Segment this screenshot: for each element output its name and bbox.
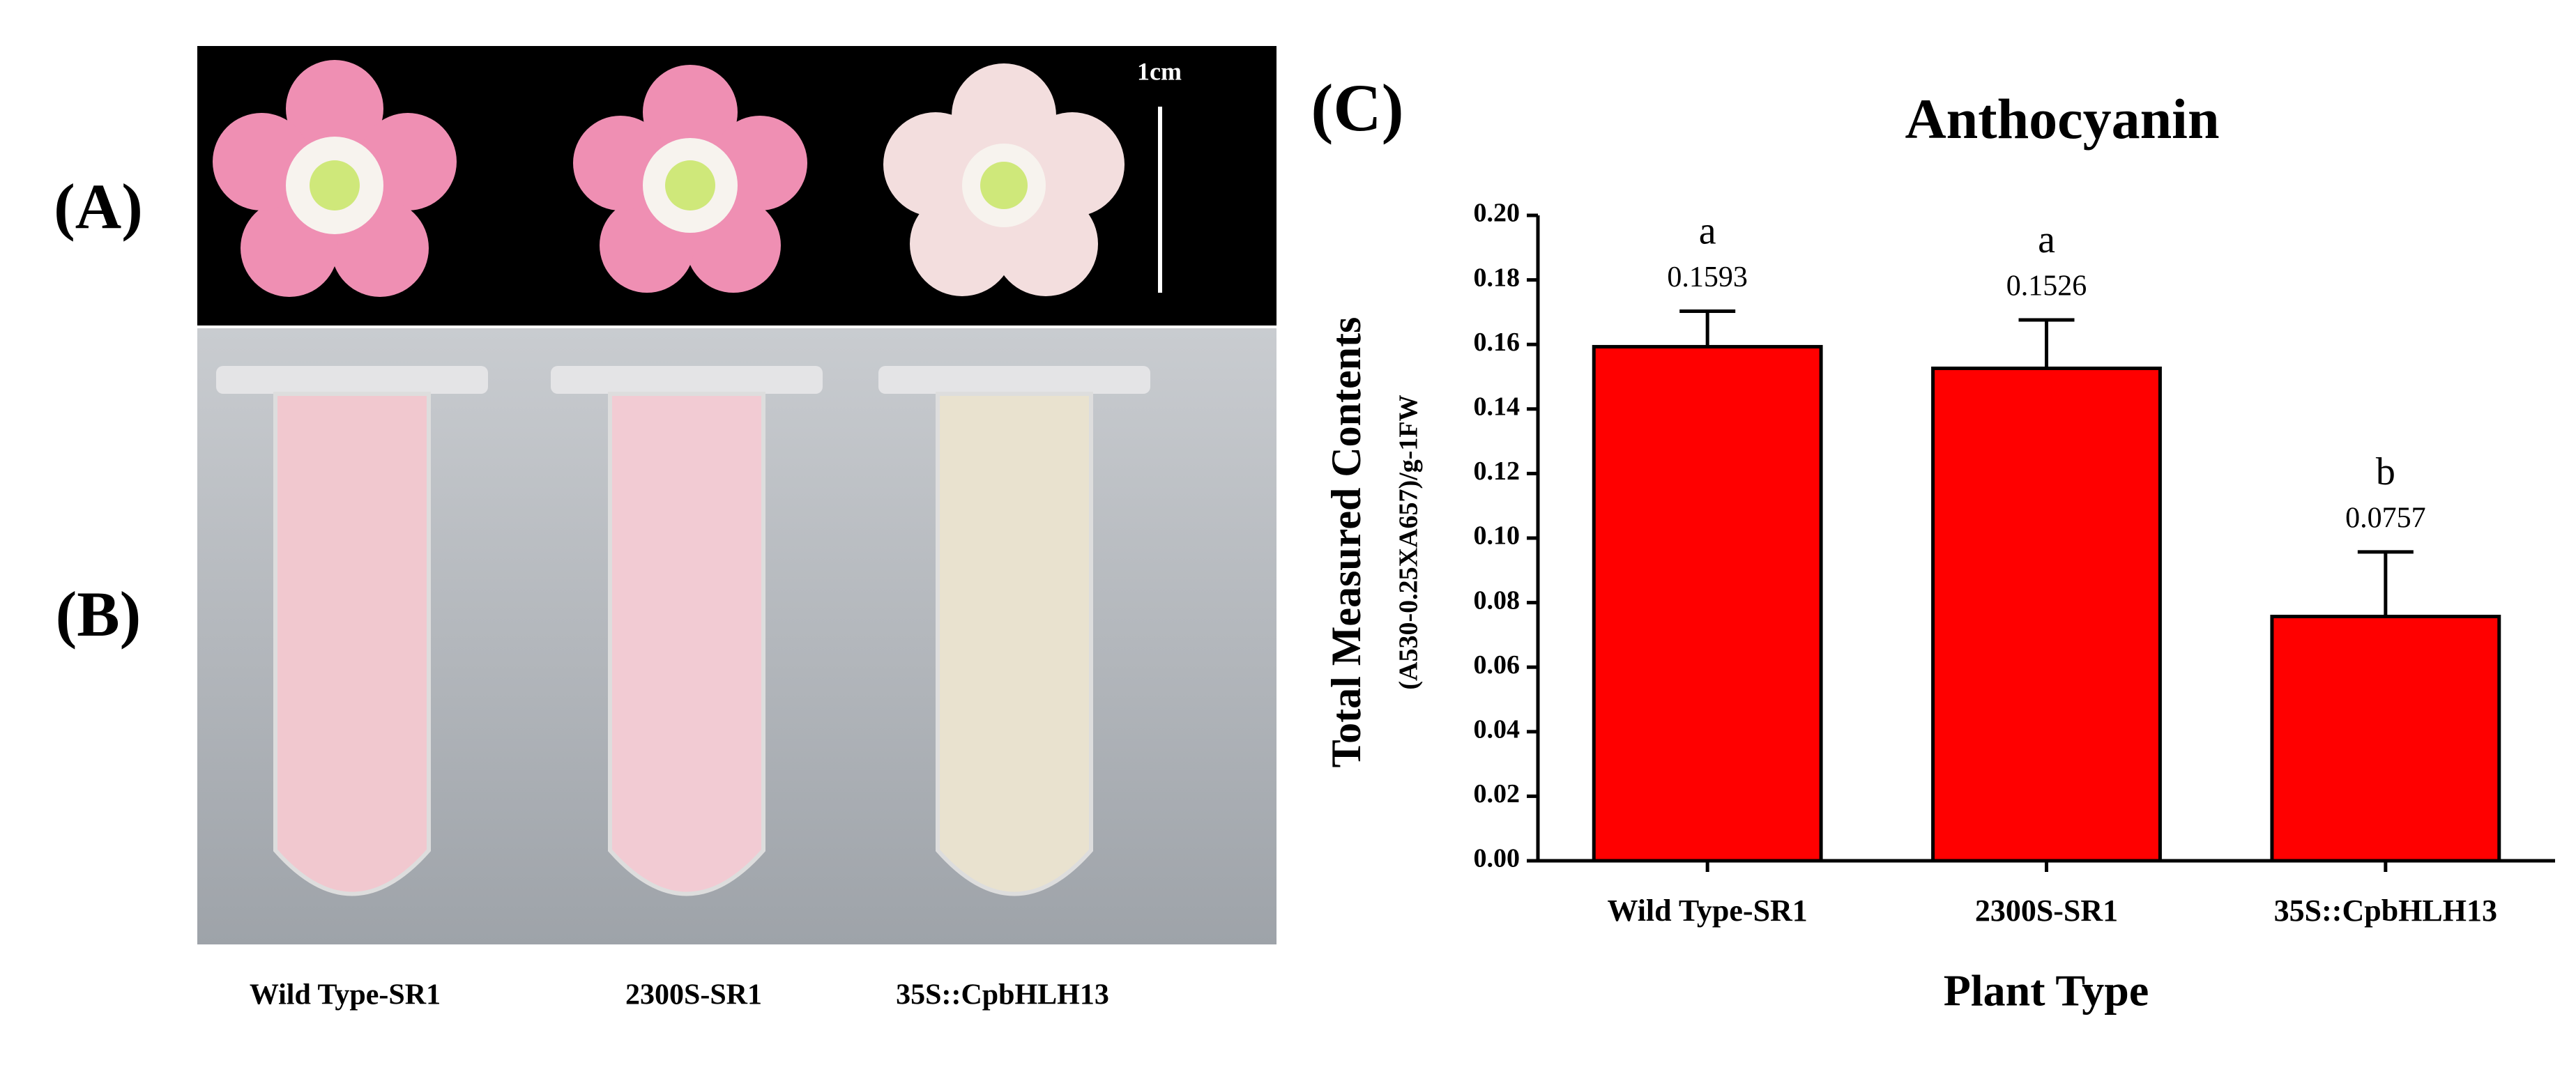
bar (1592, 344, 1823, 863)
significance-letter: b (2376, 450, 2395, 493)
tube (878, 366, 1150, 896)
y-tick-label: 0.02 (1474, 779, 1521, 809)
significance-letter: a (2038, 218, 2055, 261)
photo-label: 2300S-SR1 (625, 979, 762, 1011)
y-tick-label: 0.14 (1474, 392, 1521, 422)
y-tick-label: 0.04 (1474, 715, 1521, 744)
bar (1931, 366, 2162, 863)
x-tick-label: 2300S-SR1 (1975, 894, 2118, 928)
y-tick-label: 0.10 (1474, 521, 1521, 551)
y-tick-label: 0.18 (1474, 263, 1521, 292)
y-tick-label: 0.06 (1474, 650, 1521, 680)
scale-label: 1cm (1137, 57, 1182, 85)
y-tick-label: 0.20 (1474, 199, 1521, 228)
photo-label: Wild Type-SR1 (250, 979, 441, 1011)
value-label: 0.1593 (1667, 261, 1748, 293)
panel-label: (A) (54, 171, 143, 242)
significance-letter: a (1699, 209, 1716, 252)
x-tick-label: 35S::CpbHLH13 (2274, 894, 2497, 928)
x-tick-label: Wild Type-SR1 (1608, 894, 1808, 928)
panel-label: (C) (1311, 70, 1403, 145)
flower (573, 65, 807, 293)
y-axis-sublabel: (A530-0.25XA657)/g-1FW (1394, 394, 1424, 689)
flower (213, 60, 457, 297)
y-tick-label: 0.16 (1474, 328, 1521, 357)
tube (216, 366, 488, 896)
flower (883, 63, 1125, 296)
bar (2270, 615, 2501, 863)
tube (551, 366, 823, 896)
y-tick-label: 0.12 (1474, 457, 1521, 486)
y-tick-label: 0.08 (1474, 585, 1521, 615)
value-label: 0.0757 (2345, 503, 2426, 535)
value-label: 0.1526 (2006, 270, 2087, 302)
y-tick-label: 0.00 (1474, 844, 1521, 873)
panel-label: (B) (56, 579, 142, 650)
photo-label: 35S::CpbHLH13 (896, 979, 1109, 1011)
x-axis-label: Plant Type (1944, 966, 2149, 1016)
chart-title: Anthocyanin (1905, 87, 2219, 151)
y-axis-label: Total Measured Contents (1323, 317, 1369, 768)
